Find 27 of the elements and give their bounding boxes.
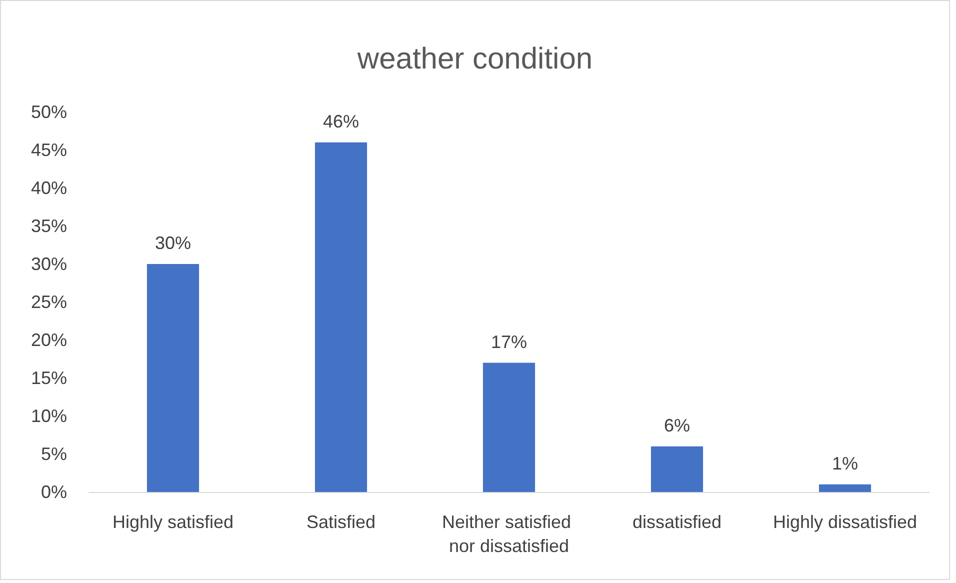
- x-tick-label: Satisfied: [306, 512, 376, 532]
- data-label: 30%: [154, 233, 192, 253]
- bar: [482, 362, 536, 492]
- y-tick-label: 30%: [30, 254, 67, 274]
- data-label: 6%: [664, 415, 690, 436]
- x-tick-label: Highly satisfied: [112, 512, 234, 532]
- x-tick-label: dissatisfied: [632, 512, 722, 532]
- data-label: 17%: [490, 332, 528, 352]
- y-tick-label: 5%: [40, 444, 67, 464]
- y-tick-label: 35%: [30, 216, 67, 236]
- y-tick-label: 25%: [30, 292, 67, 312]
- data-label: 1%: [832, 453, 858, 474]
- y-tick-label: 10%: [30, 406, 67, 426]
- x-tick-label: Highly dissatisfied: [772, 512, 918, 532]
- y-tick-label: 0%: [40, 482, 67, 502]
- y-tick-label: 45%: [30, 140, 67, 160]
- y-tick-label: 50%: [30, 102, 67, 122]
- bar: [314, 142, 368, 492]
- bar: [650, 446, 704, 492]
- data-label: 46%: [322, 111, 360, 132]
- chart-title: weather condition: [356, 42, 593, 76]
- bar: [818, 484, 872, 492]
- bar: [146, 264, 200, 492]
- y-tick-label: 15%: [30, 368, 67, 388]
- x-tick-label: Neither satisfied nor dissatisfied: [442, 512, 576, 556]
- y-tick-label: 40%: [30, 178, 67, 198]
- y-tick-label: 20%: [30, 330, 67, 350]
